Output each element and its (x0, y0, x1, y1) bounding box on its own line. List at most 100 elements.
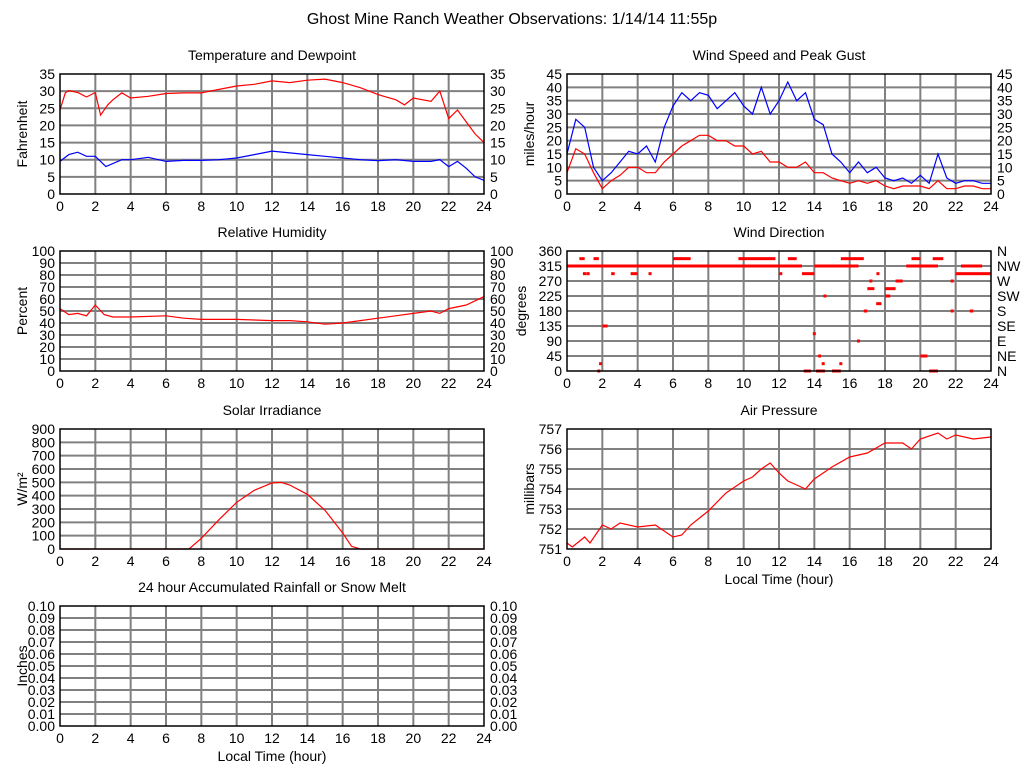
y-tick-label: 20 (39, 339, 55, 355)
x-tick-label: 12 (771, 375, 787, 391)
right-tick-label: 20 (490, 339, 506, 355)
right-tick-label: NE (997, 348, 1016, 364)
y-tick-label: 20 (39, 117, 55, 133)
right-tick-label: 100 (490, 243, 514, 259)
chart-title: Solar Irradiance (223, 402, 322, 418)
y-tick-label: 135 (539, 318, 563, 334)
right-tick-label: E (997, 333, 1006, 349)
x-tick-label: 10 (736, 375, 752, 391)
y-tick-label: 10 (546, 159, 562, 175)
x-tick-label: 12 (264, 553, 280, 569)
y-tick-label: 10 (39, 351, 55, 367)
y-axis-label: millibars (521, 463, 537, 514)
y-tick-label: 5 (554, 173, 562, 189)
wind-direction-run (863, 309, 868, 313)
right-tick-label: 5 (997, 173, 1005, 189)
wind-direction-run (579, 257, 585, 261)
y-tick-label: 0.08 (28, 622, 55, 638)
right-tick-label: 20 (490, 117, 506, 133)
chart-rain: 24 hour Accumulated Rainfall or Snow Mel… (14, 579, 517, 764)
right-tick-label: 10 (490, 351, 506, 367)
y-tick-label: 60 (39, 291, 55, 307)
y-tick-label: 30 (39, 83, 55, 99)
right-tick-label: 30 (490, 327, 506, 343)
x-tick-label: 6 (162, 198, 170, 214)
y-tick-label: 20 (546, 133, 562, 149)
x-tick-label: 8 (197, 375, 205, 391)
wind-direction-point (869, 279, 873, 283)
wind-direction-run (602, 324, 608, 328)
chart-title: 24 hour Accumulated Rainfall or Snow Mel… (138, 579, 406, 595)
y-tick-label: 80 (39, 267, 55, 283)
right-tick-label: 15 (997, 146, 1013, 162)
x-tick-label: 10 (229, 198, 245, 214)
y-tick-label: 0.02 (28, 694, 55, 710)
x-tick-label: 0 (563, 375, 571, 391)
chart-title: Air Pressure (740, 402, 817, 418)
right-tick-label: 15 (490, 135, 506, 151)
wind-direction-run (867, 287, 875, 291)
wind-direction-run (801, 272, 815, 276)
y-tick-label: 0 (554, 363, 562, 379)
x-tick-label: 6 (162, 375, 170, 391)
y-tick-label: 0 (554, 186, 562, 202)
x-tick-label: 2 (91, 198, 99, 214)
x-tick-label: 16 (335, 198, 351, 214)
wind-direction-point (876, 272, 880, 276)
y-axis-label: degrees (513, 286, 529, 337)
x-tick-label: 6 (669, 375, 677, 391)
right-tick-label: N (997, 243, 1007, 259)
plot-frame (566, 73, 992, 195)
right-tick-label: 0 (490, 363, 498, 379)
right-tick-label: 0 (997, 186, 1005, 202)
right-tick-label: 0.08 (490, 622, 517, 638)
y-tick-label: 754 (539, 481, 563, 497)
x-tick-label: 20 (406, 198, 422, 214)
x-tick-label: 2 (91, 375, 99, 391)
right-tick-label: 0.02 (490, 694, 517, 710)
y-axis-label: W/m² (14, 472, 30, 506)
wind-direction-run (611, 272, 615, 276)
wind-direction-run (920, 354, 928, 358)
x-tick-label: 4 (127, 553, 135, 569)
wind-direction-run (885, 287, 896, 291)
wind-direction-run (906, 264, 938, 268)
series-line-wind-speed (566, 134, 991, 190)
x-tick-label: 12 (771, 553, 787, 569)
x-tick-label: 24 (983, 375, 999, 391)
x-axis-label: Local Time (hour) (218, 748, 327, 764)
wind-direction-point (823, 294, 827, 298)
y-tick-label: 0.00 (28, 718, 55, 734)
y-tick-label: 360 (539, 243, 563, 259)
wind-direction-run (673, 257, 691, 261)
right-tick-label: 25 (490, 100, 506, 116)
x-tick-label: 0 (563, 553, 571, 569)
chart-title: Relative Humidity (218, 224, 327, 240)
wind-direction-point (821, 362, 825, 366)
wind-direction-point (648, 272, 652, 276)
right-tick-label: N (997, 363, 1007, 379)
x-tick-label: 8 (197, 730, 205, 746)
x-tick-label: 14 (300, 730, 316, 746)
x-tick-label: 12 (771, 198, 787, 214)
x-tick-label: 14 (300, 553, 316, 569)
x-tick-label: 8 (197, 553, 205, 569)
x-tick-label: 0 (563, 198, 571, 214)
x-tick-label: 14 (807, 198, 823, 214)
x-tick-label: 2 (598, 553, 606, 569)
wind-direction-point (839, 362, 843, 366)
plot-frame (59, 605, 485, 727)
right-tick-label: 90 (490, 255, 506, 271)
x-tick-label: 12 (264, 198, 280, 214)
x-tick-label: 20 (913, 198, 929, 214)
wind-direction-point (857, 339, 860, 343)
x-tick-label: 24 (476, 375, 492, 391)
y-tick-label: 0 (47, 186, 55, 202)
x-tick-label: 20 (913, 553, 929, 569)
right-tick-label: SW (997, 288, 1020, 304)
right-tick-label: 30 (490, 83, 506, 99)
